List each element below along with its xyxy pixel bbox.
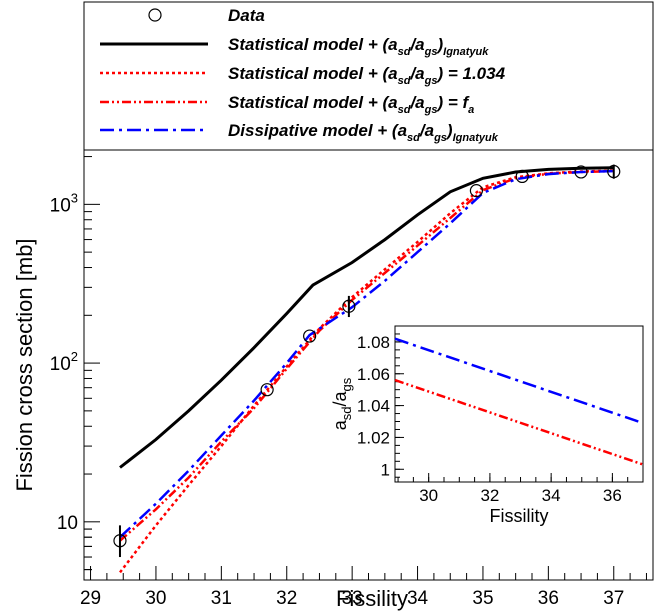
- legend: Data Statistical model + (asd​/ags​)Ignat…: [83, 1, 654, 151]
- inset-y-tick-label-1.04: 1.04: [357, 397, 390, 416]
- data-point-1: [260, 383, 274, 397]
- y-tick-label-10: 10: [57, 513, 78, 534]
- inset-y-tick-label-1.06: 1.06: [357, 365, 390, 384]
- inset-x-axis-title: Fissility: [490, 506, 549, 526]
- data-point-7: [607, 164, 621, 179]
- data-point-6: [574, 165, 588, 179]
- data-point-2: [303, 329, 317, 343]
- data-point-0: [113, 534, 127, 548]
- inset-x-tick-label-36: 36: [603, 486, 622, 505]
- inset-y-axis-title: asd/ags: [330, 377, 354, 430]
- legend-entry-2: Statistical model + (asd​/ags​) = 1.034: [228, 64, 506, 87]
- x-tick-label-33: 33: [342, 588, 363, 609]
- legend-entry-0: Data: [228, 6, 265, 25]
- series-line-0: [119, 166, 614, 469]
- inset-series-line-0: [394, 337, 644, 425]
- inset-frame: [394, 325, 644, 483]
- y-tick-label-100: 102: [50, 349, 78, 375]
- legend-entry-3: Statistical model + (asd​/ags​) = fa​: [228, 93, 474, 116]
- inset-y-tick-label-1.02: 1.02: [357, 428, 390, 447]
- x-tick-label-29: 29: [80, 588, 101, 609]
- x-tick-label-35: 35: [472, 588, 493, 609]
- inset-y-tick-label-1: 1: [381, 460, 390, 479]
- legend-box: [83, 1, 654, 151]
- inset-x-tick-label-34: 34: [542, 486, 561, 505]
- y-axis-title: Fission cross section [mb]: [12, 238, 37, 491]
- main-plot: 29 30 31 32 33 34 35 36 37 10 102 103 Fissility Fissi…: [12, 149, 654, 611]
- inset-plot: 30 32 34 36 1 1.02 1.04 1.06 1.08 Fissility asd/ag…: [330, 325, 644, 526]
- series-line-3: [119, 169, 614, 539]
- inset-y-tick-label-1.08: 1.08: [357, 333, 390, 352]
- x-tick-label-31: 31: [211, 588, 232, 609]
- x-axis-title: Fissility: [336, 586, 408, 611]
- data-point-5: [515, 169, 529, 184]
- x-tick-label-36: 36: [538, 588, 559, 609]
- legend-entry-1: Statistical model + (asd​/ags​)Ignatyuk​: [228, 35, 489, 58]
- inset-x-tick-label-32: 32: [480, 486, 499, 505]
- x-tick-label-34: 34: [407, 588, 429, 609]
- legend-marker-data: [148, 8, 162, 22]
- x-tick-label-32: 32: [276, 588, 297, 609]
- data-point-3: [342, 299, 356, 313]
- data-point-4: [469, 184, 484, 198]
- x-tick-label-37: 37: [603, 588, 624, 609]
- inset-x-tick-label-30: 30: [419, 486, 438, 505]
- series-line-2: [119, 169, 614, 542]
- x-tick-label-30: 30: [145, 588, 166, 609]
- legend-entry-4: Dissipative model + (asd​/ags​)Ignatyuk​: [228, 121, 499, 144]
- y-tick-label-1000: 103: [50, 190, 78, 216]
